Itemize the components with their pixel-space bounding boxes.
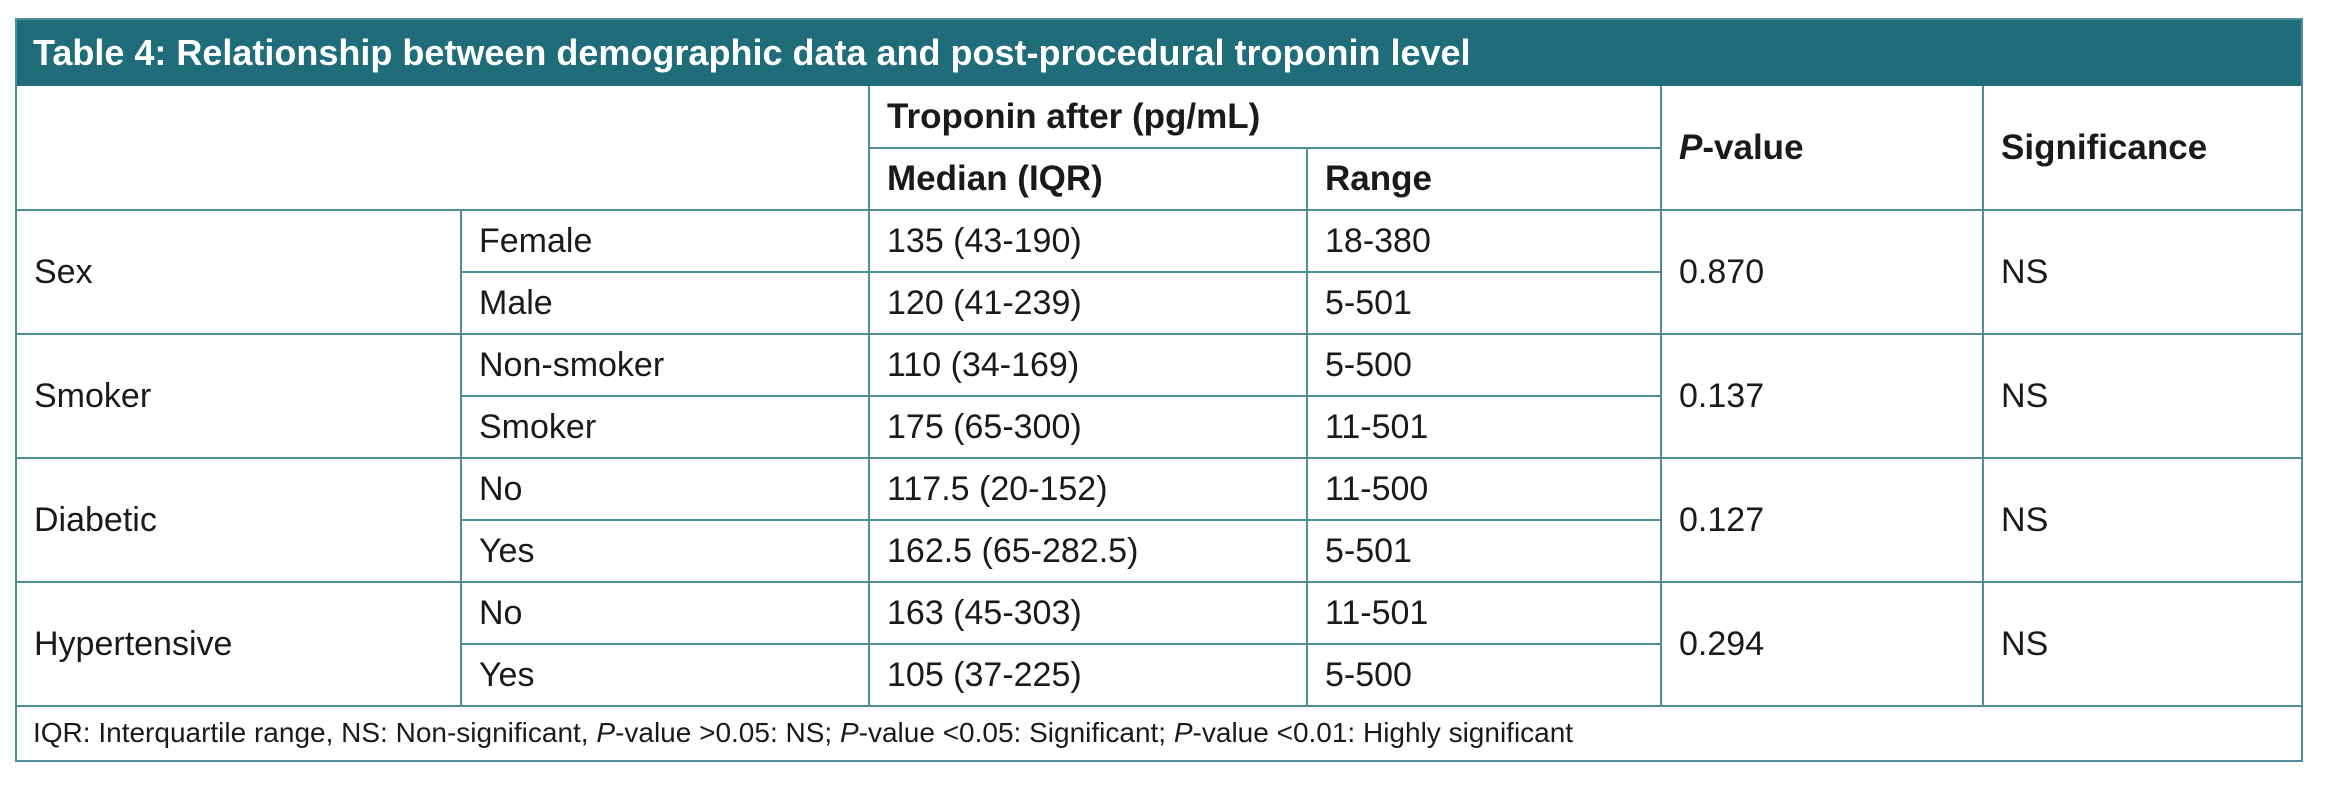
category-cell: Non-smoker xyxy=(460,333,870,397)
median-cell: 105 (37-225) xyxy=(868,643,1308,707)
footnote-text: IQR: Interquartile range, NS: Non-signif… xyxy=(33,717,597,748)
header-p-value: P-value xyxy=(1660,86,1985,211)
category-cell: Smoker xyxy=(461,395,870,459)
table-row: Smoker Non-smoker 110 (34-169) 5-500 0.1… xyxy=(17,333,2302,459)
header-p-rest: -value xyxy=(1702,127,1804,167)
table-row: Diabetic No 117.5 (20-152) 11-500 0.127 … xyxy=(17,457,2302,583)
table-row: Hypertensive No 163 (45-303) 11-501 0.29… xyxy=(17,581,2302,707)
p-value-cell: 0.294 xyxy=(1660,581,1985,707)
header-range: Range xyxy=(1305,147,1662,211)
footnote-p-italic: P xyxy=(596,717,616,748)
table-row: Smoker 175 (65-300) 11-501 xyxy=(17,395,2301,459)
median-cell: 162.5 (65-282.5) xyxy=(868,519,1308,583)
median-cell: 110 (34-169) xyxy=(868,333,1308,397)
category-cell: Male xyxy=(461,271,870,335)
range-cell: 5-500 xyxy=(1305,643,1662,707)
variable-cell: Sex xyxy=(17,209,462,335)
category-cell: No xyxy=(460,457,870,521)
variable-cell: Hypertensive xyxy=(17,581,462,707)
footnote-text: -value >0.05: NS; xyxy=(615,717,840,748)
table-title: Table 4: Relationship between demographi… xyxy=(17,20,2301,86)
table-row: Yes 162.5 (65-282.5) 5-501 xyxy=(17,519,2301,583)
table-row: Sex Female 135 (43-190) 18-380 0.870 NS xyxy=(17,209,2302,335)
header-row-1: Troponin after (pg/mL) P-value Significa… xyxy=(17,86,2302,211)
header-significance: Significance xyxy=(1982,86,2302,211)
significance-cell: NS xyxy=(1982,581,2302,707)
median-cell: 117.5 (20-152) xyxy=(868,457,1308,521)
header-median: Median (IQR) xyxy=(869,147,1308,211)
range-cell: 18-380 xyxy=(1305,209,1663,273)
median-cell: 135 (43-190) xyxy=(868,209,1308,273)
footnote-p-italic: P xyxy=(839,717,859,748)
footnote-row: IQR: Interquartile range, NS: Non-signif… xyxy=(17,705,2302,759)
range-cell: 11-501 xyxy=(1305,581,1663,645)
category-cell: Yes xyxy=(461,643,870,707)
significance-cell: NS xyxy=(1982,333,2302,459)
variable-cell: Diabetic xyxy=(17,457,462,583)
header-row-2: Median (IQR) Range xyxy=(17,147,2301,211)
data-table: Troponin after (pg/mL) P-value Significa… xyxy=(17,86,2302,759)
range-cell: 5-501 xyxy=(1305,519,1662,583)
p-value-cell: 0.870 xyxy=(1660,209,1985,335)
significance-cell: NS xyxy=(1982,209,2302,335)
header-troponin-group: Troponin after (pg/mL) xyxy=(867,86,1663,149)
range-cell: 5-501 xyxy=(1305,271,1662,335)
category-cell: Yes xyxy=(461,519,870,583)
p-value-cell: 0.127 xyxy=(1660,457,1985,583)
footnote-text: -value <0.01: Highly significant xyxy=(1192,717,1574,748)
median-cell: 163 (45-303) xyxy=(868,581,1308,645)
p-value-cell: 0.137 xyxy=(1660,333,1985,459)
header-p-italic: P xyxy=(1679,127,1703,167)
category-cell: No xyxy=(460,581,870,645)
table-row: Male 120 (41-239) 5-501 xyxy=(17,271,2301,335)
range-cell: 11-500 xyxy=(1305,457,1663,521)
header-empty-cell xyxy=(17,86,870,211)
footnote-p-italic: P xyxy=(1173,717,1193,748)
table-row: Yes 105 (37-225) 5-500 xyxy=(17,643,2301,707)
footnote: IQR: Interquartile range, NS: Non-signif… xyxy=(17,705,2302,759)
variable-cell: Smoker xyxy=(17,333,462,459)
table-frame: Table 4: Relationship between demographi… xyxy=(15,18,2303,762)
median-cell: 120 (41-239) xyxy=(868,271,1308,335)
median-cell: 175 (65-300) xyxy=(868,395,1308,459)
range-cell: 11-501 xyxy=(1305,395,1662,459)
category-cell: Female xyxy=(460,209,870,273)
significance-cell: NS xyxy=(1982,457,2302,583)
range-cell: 5-500 xyxy=(1305,333,1663,397)
footnote-text: -value <0.05: Significant; xyxy=(858,717,1174,748)
